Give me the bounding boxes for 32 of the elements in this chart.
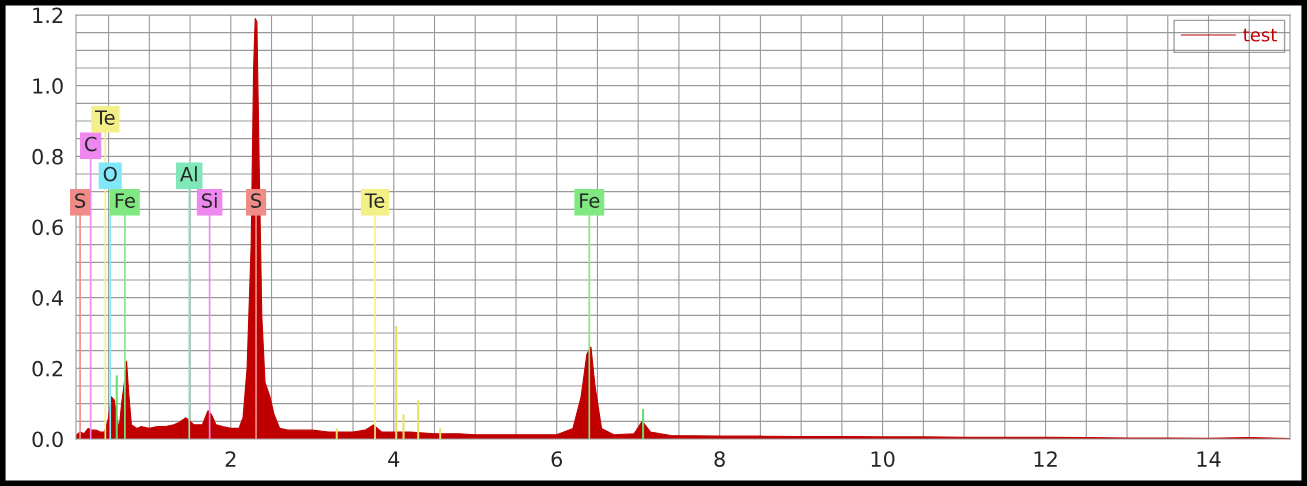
x-tick-label: 14 [1197, 451, 1221, 467]
ref-line-label: S [75, 193, 86, 208]
x-tick-label: 12 [1034, 451, 1057, 467]
ref-line-label: O [103, 166, 117, 182]
bar [417, 400, 420, 439]
y-tick-label: 0.2 [32, 360, 63, 377]
y-tick-label: 0.8 [32, 148, 63, 165]
bar [642, 408, 645, 439]
ref-line-label: Al [180, 166, 197, 182]
bar [402, 414, 405, 439]
bar [115, 375, 118, 439]
y-tick-label: 0.4 [32, 290, 64, 306]
ref-line-label: Fe [580, 193, 600, 208]
ref-line-label: S [251, 193, 262, 208]
ref-line-label: Te [95, 110, 115, 125]
x-tick-label: 10 [871, 451, 895, 467]
x-tick-label: 6 [551, 451, 563, 467]
ref-line-label: Te [364, 193, 385, 208]
x-tick-label: 8 [714, 451, 725, 467]
bar [395, 325, 398, 439]
x-tick-label: 4 [388, 451, 400, 467]
bar [439, 428, 442, 439]
ref-line-label: Fe [115, 193, 135, 208]
y-tick-label: 1.0 [33, 78, 63, 94]
text: test [1243, 28, 1277, 42]
x-tick-label: 2 [225, 451, 236, 467]
ref-line-label: C [84, 136, 97, 152]
y-tick-label: 1.2 [33, 7, 63, 23]
ref-line-label: Si [202, 192, 217, 208]
y-tick-label: 0.0 [32, 431, 63, 448]
bar [335, 428, 338, 439]
y-tick-label: 0.6 [32, 219, 63, 236]
